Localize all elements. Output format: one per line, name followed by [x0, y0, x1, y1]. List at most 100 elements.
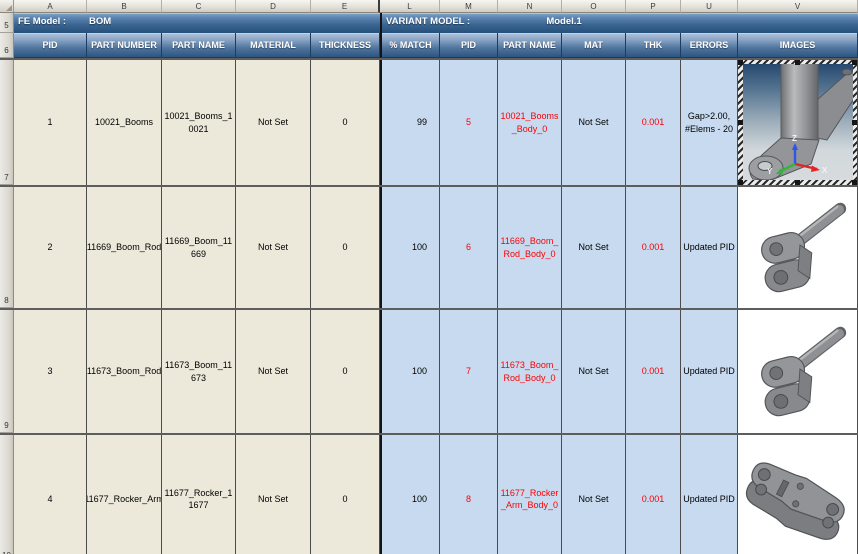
cell-mat[interactable]: Not Set — [562, 435, 626, 554]
column-header-c[interactable]: C — [162, 0, 236, 13]
cell-part-name[interactable]: 11673_Boom_11673 — [162, 310, 236, 433]
cell-thickness[interactable]: 0 — [311, 60, 380, 185]
cell-match[interactable]: 99 — [380, 60, 440, 185]
cell-part-number[interactable]: 11669_Boom_Rod — [87, 187, 162, 308]
cell-pid[interactable]: 4 — [14, 435, 87, 554]
cell-match[interactable]: 100 — [380, 187, 440, 308]
cell-match[interactable]: 100 — [380, 435, 440, 554]
column-header-a[interactable]: A — [14, 0, 87, 13]
cell-match[interactable]: 100 — [380, 310, 440, 433]
cell-part-name[interactable]: 11677_Rocker_11677 — [162, 435, 236, 554]
header-variant-pid[interactable]: PID — [440, 33, 498, 58]
column-header-e[interactable]: E — [311, 0, 380, 13]
cell-pid[interactable]: 1 — [14, 60, 87, 185]
rocker-arm-image[interactable] — [738, 435, 858, 554]
cell-variant-part-name[interactable]: 11669_Boom_Rod_Body_0 — [498, 187, 562, 308]
header-thickness[interactable]: THICKNESS — [311, 33, 380, 58]
header-pid[interactable]: PID — [14, 33, 87, 58]
cell-thk[interactable]: 0.001 — [626, 60, 681, 185]
header-part-name[interactable]: PART NAME — [162, 33, 236, 58]
cell-part-number[interactable]: 10021_Booms — [87, 60, 162, 185]
column-header-m[interactable]: M — [440, 0, 498, 13]
row-header-5[interactable]: 5 — [0, 13, 14, 33]
row-header-10[interactable]: 10 — [0, 435, 14, 554]
cell-variant-pid[interactable]: 5 — [440, 60, 498, 185]
cell-thk[interactable]: 0.001 — [626, 187, 681, 308]
cell-material[interactable]: Not Set — [236, 60, 311, 185]
cell-variant-pid[interactable]: 7 — [440, 310, 498, 433]
header-errors[interactable]: ERRORS — [681, 33, 738, 58]
row-header-8[interactable]: 8 — [0, 187, 14, 308]
boom-rod-image[interactable] — [738, 310, 858, 433]
boom-cad-viewport-image[interactable]: Z X Y — [738, 60, 858, 185]
cell-errors[interactable]: Updated PID — [681, 187, 738, 308]
cell-thickness[interactable]: 0 — [311, 435, 380, 554]
cell-material[interactable]: Not Set — [236, 435, 311, 554]
cell-pid[interactable]: 3 — [14, 310, 87, 433]
table-header-row: 6 PID PART NUMBER PART NAME MATERIAL THI… — [0, 33, 858, 58]
selection-handle[interactable] — [738, 180, 743, 185]
select-all-corner[interactable] — [0, 0, 14, 13]
cell-part-number[interactable]: 11677_Rocker_Arm — [87, 435, 162, 554]
cell-variant-pid[interactable]: 6 — [440, 187, 498, 308]
column-header-n[interactable]: N — [498, 0, 562, 13]
svg-text:Y: Y — [767, 167, 773, 176]
header-thk[interactable]: THK — [626, 33, 681, 58]
header-variant-part-name[interactable]: PART NAME — [498, 33, 562, 58]
column-header-l[interactable]: L — [380, 0, 440, 13]
variant-model-value: Model.1 — [546, 16, 582, 27]
cell-errors[interactable]: Updated PID — [681, 435, 738, 554]
selection-handle[interactable] — [852, 119, 857, 125]
cell-variant-part-name[interactable]: 11673_Boom_Rod_Body_0 — [498, 310, 562, 433]
row-header-6[interactable]: 6 — [0, 33, 14, 58]
header-match[interactable]: % MATCH — [380, 33, 440, 58]
row-header-9[interactable]: 9 — [0, 310, 14, 433]
cell-thk[interactable]: 0.001 — [626, 435, 681, 554]
column-header-u[interactable]: U — [681, 0, 738, 13]
cell-part-number[interactable]: 11673_Boom_Rod — [87, 310, 162, 433]
cell-variant-pid[interactable]: 8 — [440, 435, 498, 554]
cell-variant-part-name[interactable]: 10021_Booms_Body_0 — [498, 60, 562, 185]
cell-thickness[interactable]: 0 — [311, 187, 380, 308]
cell-material[interactable]: Not Set — [236, 187, 311, 308]
selection-handle[interactable] — [852, 180, 857, 185]
column-header-v[interactable]: V — [738, 0, 858, 13]
variant-model-banner[interactable]: VARIANT MODEL : Model.1 — [380, 13, 858, 33]
selection-handle[interactable] — [738, 119, 743, 125]
header-material[interactable]: MATERIAL — [236, 33, 311, 58]
cell-part-name[interactable]: 10021_Booms_10021 — [162, 60, 236, 185]
cell-thickness[interactable]: 0 — [311, 310, 380, 433]
table-row: 10 4 11677_Rocker_Arm 11677_Rocker_11677… — [0, 433, 858, 554]
row-header-7[interactable]: 7 — [0, 60, 14, 185]
column-header-p[interactable]: P — [626, 0, 681, 13]
cell-mat[interactable]: Not Set — [562, 60, 626, 185]
column-header-d[interactable]: D — [236, 0, 311, 13]
selection-handle[interactable] — [794, 60, 800, 65]
cell-errors[interactable]: Updated PID — [681, 310, 738, 433]
selection-handle[interactable] — [738, 60, 743, 65]
cell-mat[interactable]: Not Set — [562, 310, 626, 433]
cell-mat[interactable]: Not Set — [562, 187, 626, 308]
model-banner-row: 5 FE Model : BOM VARIANT MODEL : Model.1 — [0, 13, 858, 33]
header-part-number[interactable]: PART NUMBER — [87, 33, 162, 58]
column-header-o[interactable]: O — [562, 0, 626, 13]
column-header-b[interactable]: B — [87, 0, 162, 13]
boom-cad-part-render: Z X Y — [738, 60, 857, 185]
cell-pid[interactable]: 2 — [14, 187, 87, 308]
cell-part-name[interactable]: 11669_Boom_11669 — [162, 187, 236, 308]
svg-text:X: X — [822, 166, 828, 175]
fe-model-banner[interactable]: FE Model : BOM — [14, 13, 380, 33]
fe-model-value: BOM — [89, 16, 112, 27]
cell-errors[interactable]: Gap>2.00, #Elems - 20 — [681, 60, 738, 185]
cell-variant-part-name[interactable]: 11677_Rocker_Arm_Body_0 — [498, 435, 562, 554]
header-images[interactable]: IMAGES — [738, 33, 858, 58]
boom-rod-image[interactable] — [738, 187, 858, 308]
selection-handle[interactable] — [794, 180, 800, 185]
axis-triad-icon: Z X Y — [767, 134, 828, 176]
selection-handle[interactable] — [852, 60, 857, 65]
boom-rod-part-render — [738, 312, 857, 431]
header-mat[interactable]: MAT — [562, 33, 626, 58]
cell-material[interactable]: Not Set — [236, 310, 311, 433]
cell-thk[interactable]: 0.001 — [626, 310, 681, 433]
svg-text:Z: Z — [792, 134, 797, 143]
